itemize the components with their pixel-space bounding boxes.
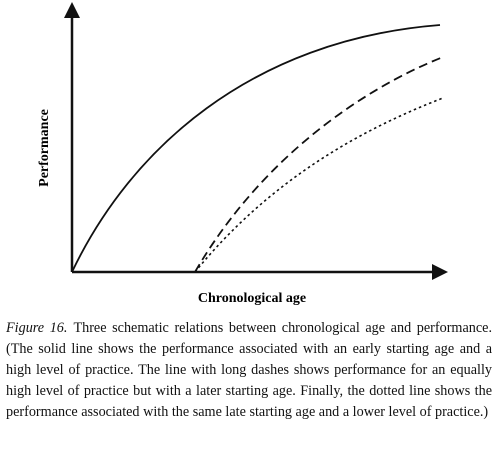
figure: Performance Chronological age	[37, 2, 448, 306]
y-arrow	[64, 2, 80, 18]
x-arrow	[432, 264, 448, 280]
axes	[70, 14, 436, 274]
caption-text: Three schematic relations between chrono…	[6, 320, 492, 420]
caption: Figure 16. Three schematic relations betw…	[6, 318, 492, 423]
y-axis-label: Performance	[37, 109, 52, 187]
dotted-curve	[194, 97, 444, 273]
x-axis-label: Chronological age	[198, 291, 306, 306]
solid-curve	[71, 24, 441, 273]
caption-label: Figure 16.	[6, 320, 68, 336]
dashed-curve	[194, 56, 444, 273]
